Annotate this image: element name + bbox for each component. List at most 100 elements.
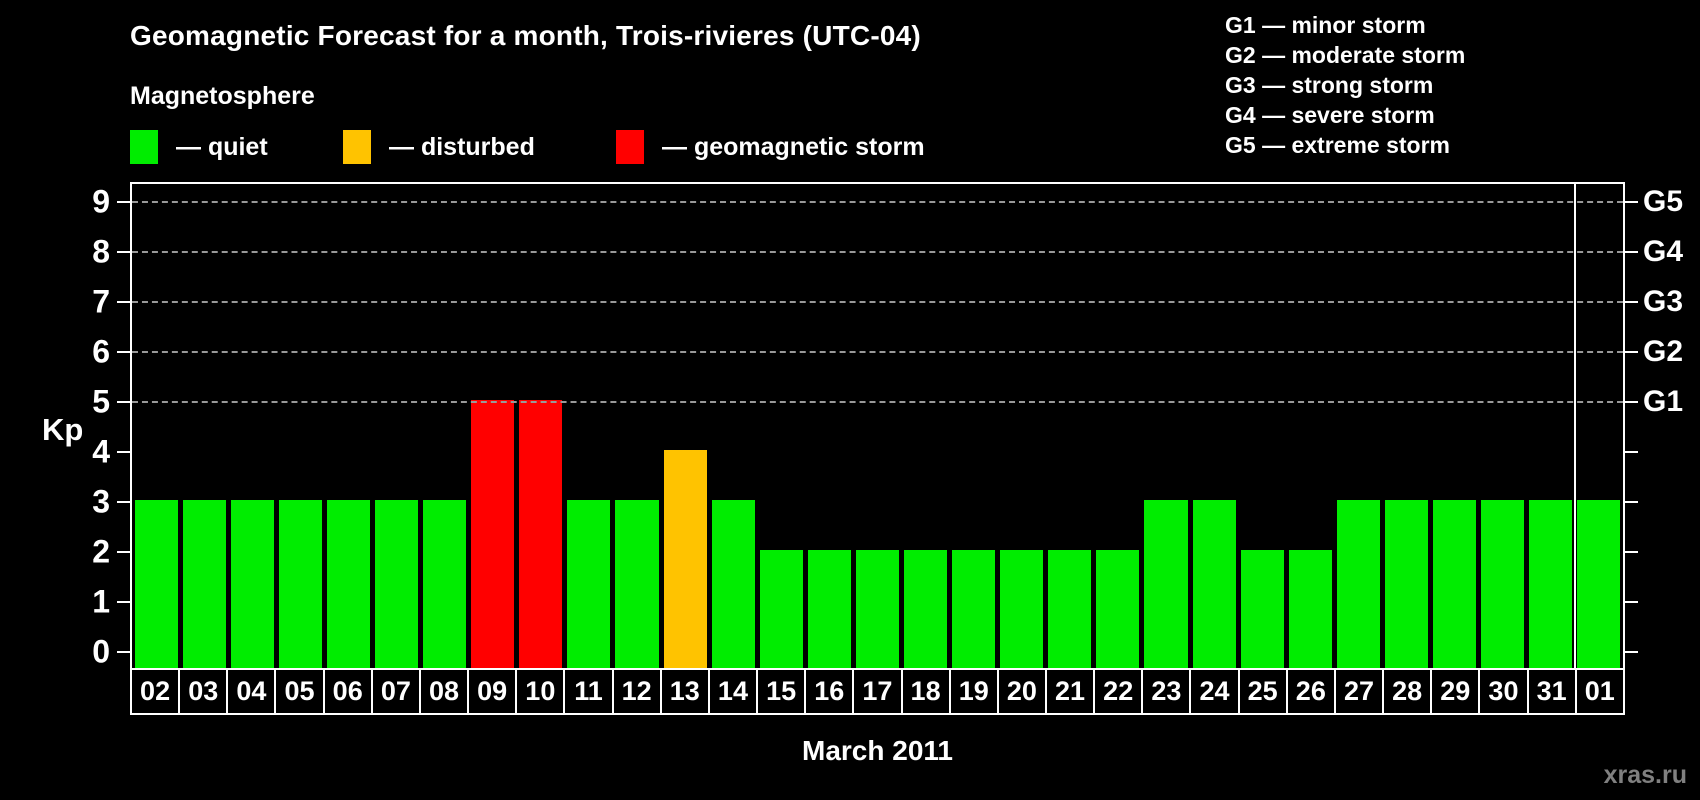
kp-bar-day-03 [182,500,226,668]
bar-column [228,184,276,668]
bar-column [853,184,901,668]
y-tick-left [117,501,130,503]
bar-column [132,184,180,668]
bar-column [276,184,324,668]
bar-column [805,184,853,668]
g-level-label: G5 [1643,185,1684,218]
kp-bar-day-24 [1192,500,1236,668]
legend-item-disturbed: — disturbed [343,128,535,166]
day-label: 25 [1237,668,1288,715]
kp-bar-day-08 [423,500,467,668]
bar-column [1286,184,1334,668]
kp-bar-day-16 [807,550,851,668]
y-tick-right [1625,651,1638,653]
day-label: 24 [1189,668,1240,715]
kp-bar-day-21 [1048,550,1092,668]
y-tick-label: 4 [92,433,110,470]
g-legend-line: G3 — strong storm [1225,72,1434,98]
kp-bar-day-19 [952,550,996,668]
day-label: 04 [226,668,277,715]
day-label: 20 [996,668,1047,715]
y-tick-left [117,651,130,653]
legend-item-label: — quiet [176,132,268,161]
kp-bar-day-02 [134,500,178,668]
kp-bar-day-07 [374,500,419,668]
day-label: 16 [804,668,855,715]
kp-bar-day-09 [471,400,515,668]
bar-column [1094,184,1142,668]
y-tick-label: 7 [92,283,110,320]
day-label: 15 [756,668,807,715]
x-axis-day-labels: 02 03 04 05 06 07 08 09 10 11 12 13 14 15 16 17 18 19 20 21… [130,668,1625,715]
y-tick-right [1625,201,1638,203]
day-label: 01 [1574,668,1625,715]
y-tick-right [1625,351,1638,353]
y-tick-left [117,301,130,303]
y-tick-left [117,401,130,403]
y-tick-right [1625,251,1638,253]
gridline-kp6 [132,351,1623,353]
legend-item-label: — geomagnetic storm [662,132,925,161]
y-tick-label: 6 [92,333,110,370]
y-axis-title: Kp [42,412,84,447]
g-level-label: G2 [1643,335,1684,368]
day-label: 03 [178,668,229,715]
bar-column [1190,184,1238,668]
day-label: 18 [900,668,951,715]
y-tick-right [1625,601,1638,603]
bar-column [1431,184,1479,668]
plot-area: 0 1 2 3 4 5 6 7 8 9 G1 G2 G3 G4 G5 [92,182,1683,670]
kp-bar-day-04 [230,500,274,668]
kp-bar-day-30 [1481,500,1525,668]
y-tick-left [117,251,130,253]
g-level-label: G3 [1643,285,1684,318]
legend-heading: Magnetosphere [130,82,315,110]
bar-column [902,184,950,668]
bar-column [469,184,517,668]
chart-title: Geomagnetic Forecast for a month, Trois-… [130,20,921,51]
y-tick-label: 3 [92,483,110,520]
kp-bar-day-06 [326,500,370,668]
legend-item-storm: — geomagnetic storm [616,128,925,166]
kp-bar-day-29 [1433,500,1477,668]
day-label: 22 [1093,668,1144,715]
day-label: 30 [1478,668,1529,715]
month-separator [1573,184,1576,668]
y-tick-left [117,601,130,603]
day-label: 28 [1382,668,1433,715]
bar-column [613,184,661,668]
bars-container [132,184,1623,668]
kp-bar-day-12 [615,500,659,668]
watermark: xras.ru [1603,761,1687,789]
day-label: 29 [1430,668,1481,715]
g-level-label: G4 [1643,235,1684,268]
day-label: 09 [467,668,518,715]
y-tick-right [1625,451,1638,453]
gridline-kp8 [132,251,1623,253]
y-tick-label: 5 [92,383,110,420]
g-legend-line: G2 — moderate storm [1225,42,1466,68]
y-tick-left [117,451,130,453]
day-label: 02 [130,668,181,715]
bar-column [1527,184,1575,668]
gridline-kp9 [132,201,1623,203]
y-tick-left [117,201,130,203]
kp-bar-day-28 [1384,500,1429,668]
kp-bar-day-14 [711,500,755,668]
bar-column [421,184,469,668]
kp-bar-day-20 [1000,550,1044,668]
bar-column [998,184,1046,668]
day-label: 10 [515,668,566,715]
g-legend-line: G5 — extreme storm [1225,132,1450,158]
g-scale-legend: G1 — minor storm G2 — moderate storm G3 — … [1225,10,1465,160]
day-label: 07 [370,668,421,715]
day-label: 17 [852,668,903,715]
day-label: 26 [1285,668,1336,715]
y-tick-label: 8 [92,233,110,270]
gridline-kp5 [132,401,1623,403]
kp-bar-day-22 [1096,550,1140,668]
kp-bar-day-26 [1288,550,1332,668]
g-legend-line: G1 — minor storm [1225,12,1426,38]
kp-bar-day-31 [1529,500,1573,668]
y-tick-left [117,551,130,553]
